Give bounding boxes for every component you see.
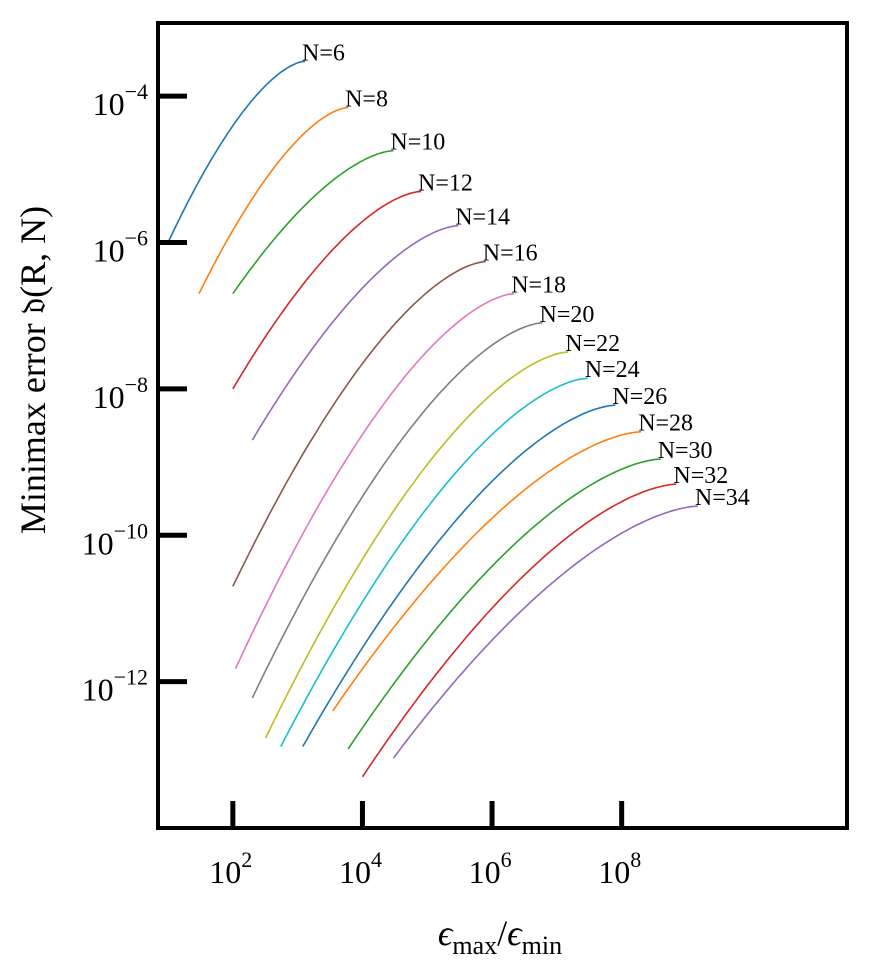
series-label-n-30: N=30 <box>658 438 713 464</box>
series-label-n-18: N=18 <box>511 273 566 299</box>
series-label-n-16: N=16 <box>483 241 538 267</box>
y-tick-label: 10−12 <box>82 665 148 708</box>
series-label-n-34: N=34 <box>695 485 750 511</box>
series-line-n-34 <box>392 505 698 759</box>
series-label-n-24: N=24 <box>585 357 640 383</box>
series-label-n-26: N=26 <box>612 384 667 410</box>
series-line-n-22 <box>264 351 569 739</box>
data-curves <box>167 60 698 778</box>
y-tick-label: 10−8 <box>93 372 148 415</box>
series-line-n-8 <box>198 106 349 295</box>
series-label-n-22: N=22 <box>565 331 620 357</box>
y-axis-label: Minimax error 𝔡(R, N) <box>13 206 53 534</box>
x-tick-label: 104 <box>339 847 382 890</box>
series-line-n-32 <box>361 483 677 778</box>
series-label-n-12: N=12 <box>418 170 473 196</box>
x-tick-label: 102 <box>209 847 252 890</box>
series-label-n-20: N=20 <box>540 302 595 328</box>
series-line-n-20 <box>251 322 543 699</box>
series-line-n-24 <box>280 377 588 747</box>
series-label-n-6: N=6 <box>302 40 345 66</box>
series-line-n-30 <box>347 458 661 750</box>
x-axis-label-sub-min: min <box>522 931 562 960</box>
series-label-n-32: N=32 <box>673 463 728 489</box>
y-tick-label: 10−10 <box>82 518 148 561</box>
series-line-n-28 <box>332 430 642 712</box>
x-axis-label-base: ϵ <box>438 913 454 953</box>
series-line-n-10 <box>232 149 394 295</box>
y-tick-label: 10−4 <box>93 79 148 122</box>
series-line-n-26 <box>302 404 616 747</box>
series-line-n-18 <box>234 292 515 670</box>
x-tick-label: 108 <box>598 847 641 890</box>
x-tick-label: 106 <box>469 847 512 890</box>
y-tick-label: 10−6 <box>93 226 148 269</box>
series-line-n-14 <box>251 224 459 441</box>
x-axis-label-slash: / <box>497 913 507 953</box>
series-line-n-12 <box>232 190 422 390</box>
series-line-n-16 <box>232 260 486 587</box>
curve-labels: N=6N=8N=10N=12N=14N=16N=18N=20N=22N=24N=… <box>302 40 750 511</box>
series-label-n-8: N=8 <box>345 87 388 113</box>
x-axis-label: ϵmax/ϵmin <box>438 913 562 960</box>
plot-frame <box>156 21 849 830</box>
series-label-n-10: N=10 <box>390 130 445 156</box>
series-label-n-14: N=14 <box>455 205 510 231</box>
series-line-n-6 <box>167 60 306 243</box>
x-axis-label-sub-max: max <box>452 931 497 960</box>
x-axis-label-base-2: ϵ <box>507 913 523 953</box>
series-label-n-28: N=28 <box>638 411 693 437</box>
x-axis-ticks: 102 104 106 108 <box>209 801 641 890</box>
y-axis-ticks: 10−4 10−6 10−8 10−10 10−12 <box>82 79 187 708</box>
